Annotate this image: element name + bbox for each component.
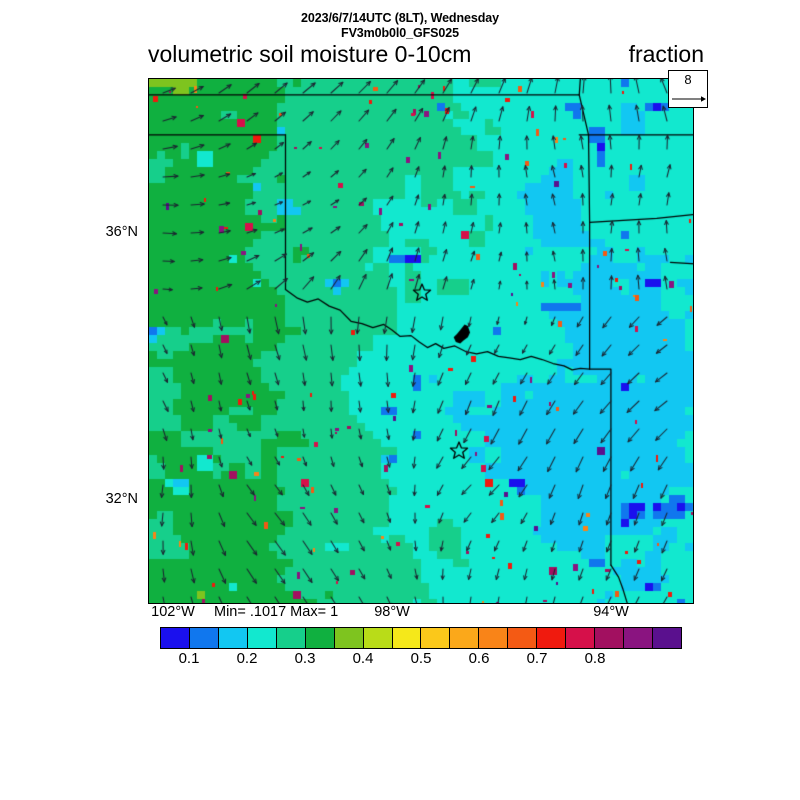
colorbar-tick-1: 0.2 — [236, 650, 258, 667]
colorbar-tick-7: 0.8 — [584, 650, 606, 667]
colorbar-segment-7 — [363, 628, 393, 648]
colorbar-tick-labels: 0.1 0.2 0.3 0.4 0.5 0.6 0.7 0.8 — [160, 650, 682, 670]
map-plot-area — [148, 78, 694, 604]
colorbar-segment-15 — [595, 628, 624, 648]
colorbar-tick-0: 0.1 — [178, 650, 200, 667]
colorbar-segment-11 — [479, 628, 509, 648]
colorbar-tick-6: 0.7 — [526, 650, 548, 667]
colorbar-tick-4: 0.5 — [410, 650, 432, 667]
colorbar-tick-5: 0.6 — [468, 650, 490, 667]
colorbar-segment-16 — [624, 628, 653, 648]
min-max-annotation: Min= .1017 Max= 1 — [214, 604, 339, 620]
colorbar-segment-12 — [508, 628, 538, 648]
colorbar-tick-3: 0.4 — [352, 650, 374, 667]
page-title: volumetric soil moisture 0-10cm — [148, 41, 472, 67]
lat-tick-36: 36°N — [105, 224, 138, 240]
wind-reference-value: 8 — [684, 72, 692, 87]
colorbar-segment-8 — [392, 628, 422, 648]
lat-tick-32: 32°N — [105, 491, 138, 507]
colorbar-segment-9 — [421, 628, 451, 648]
wind-reference-legend: 8 — [668, 70, 708, 108]
colorbar-segment-6 — [334, 628, 364, 648]
lon-tick-98: 98°W — [374, 604, 410, 620]
colorbar-segment-4 — [276, 628, 306, 648]
lon-tick-102: 102°W — [151, 604, 195, 620]
map-overlay-layer — [149, 79, 693, 603]
colorbar-segment-17 — [652, 628, 681, 648]
colorbar-segment-14 — [566, 628, 596, 648]
colorbar-tick-2: 0.3 — [294, 650, 316, 667]
colorbar — [160, 627, 682, 649]
title-model: FV3m0b0l0_GFS025 — [341, 26, 459, 40]
colorbar-segment-2 — [218, 628, 248, 648]
colorbar-gradient — [160, 627, 682, 649]
units-label: fraction — [628, 41, 704, 67]
arrow-right-icon — [672, 96, 706, 102]
colorbar-segment-13 — [537, 628, 567, 648]
colorbar-segment-5 — [305, 628, 335, 648]
title-date: 2023/6/7/14UTC (8LT), Wednesday — [301, 11, 499, 25]
lon-tick-94: 94°W — [593, 604, 629, 620]
colorbar-segment-1 — [189, 628, 219, 648]
colorbar-segment-3 — [247, 628, 277, 648]
colorbar-segment-0 — [161, 628, 190, 648]
colorbar-segment-10 — [450, 628, 480, 648]
